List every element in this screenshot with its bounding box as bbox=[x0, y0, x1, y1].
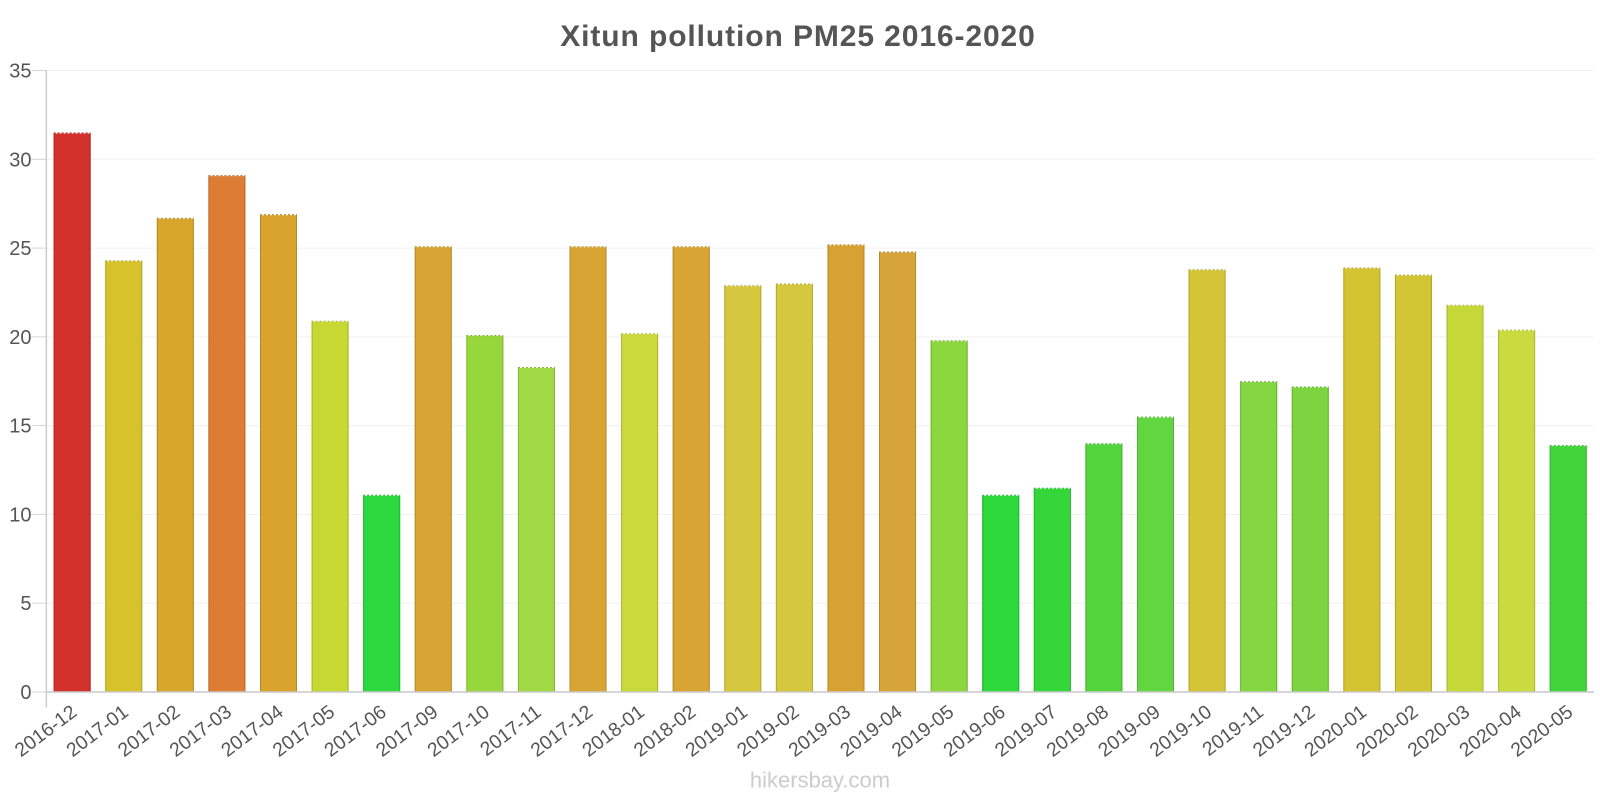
svg-text:20: 20 bbox=[9, 327, 31, 349]
svg-text:35: 35 bbox=[9, 61, 31, 83]
svg-text:5: 5 bbox=[20, 593, 31, 615]
svg-text:0: 0 bbox=[20, 682, 31, 704]
svg-text:25: 25 bbox=[9, 238, 31, 260]
svg-text:15: 15 bbox=[9, 416, 31, 438]
svg-text:30: 30 bbox=[9, 149, 31, 171]
svg-text:Xitun pollution PM25 2016-2020: Xitun pollution PM25 2016-2020 bbox=[560, 20, 1035, 53]
svg-text:10: 10 bbox=[9, 504, 31, 526]
svg-text:hikersbay.com: hikersbay.com bbox=[750, 768, 890, 793]
